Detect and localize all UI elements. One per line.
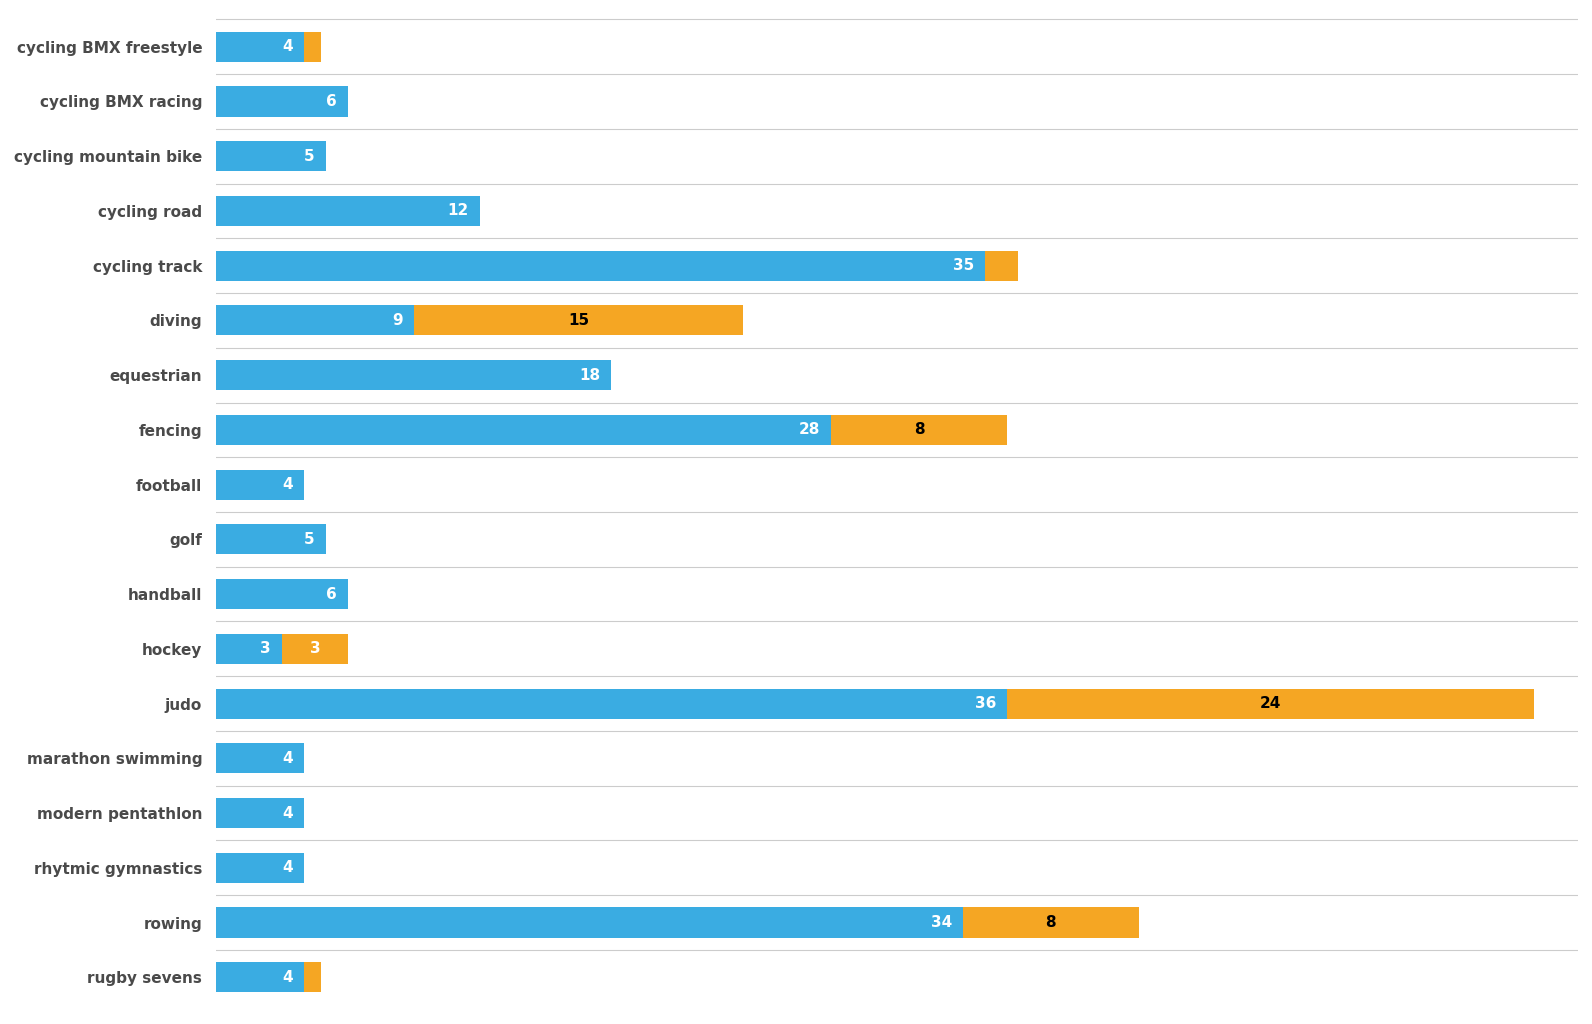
- Text: 36: 36: [974, 696, 997, 711]
- Bar: [217, 634, 282, 664]
- Text: 4: 4: [282, 39, 293, 54]
- Bar: [217, 688, 1006, 719]
- Bar: [217, 524, 326, 554]
- Text: 28: 28: [799, 422, 820, 437]
- Bar: [217, 251, 985, 281]
- Bar: [217, 141, 326, 171]
- Text: 8: 8: [914, 422, 925, 437]
- Text: 3: 3: [309, 641, 320, 656]
- Bar: [304, 32, 322, 61]
- Bar: [217, 305, 414, 336]
- Bar: [217, 853, 304, 883]
- Bar: [304, 963, 322, 992]
- Bar: [217, 86, 347, 117]
- Bar: [217, 907, 963, 938]
- Text: 6: 6: [326, 94, 338, 109]
- Text: 18: 18: [579, 368, 600, 383]
- Bar: [282, 634, 347, 664]
- Bar: [963, 907, 1138, 938]
- Bar: [414, 305, 743, 336]
- Text: 4: 4: [282, 970, 293, 985]
- Bar: [217, 415, 831, 445]
- Bar: [985, 251, 1017, 281]
- Text: 5: 5: [304, 531, 315, 547]
- Text: 5: 5: [304, 148, 315, 164]
- Text: 3: 3: [261, 641, 271, 656]
- Bar: [217, 963, 304, 992]
- Bar: [1006, 688, 1535, 719]
- Text: 35: 35: [952, 258, 974, 273]
- Bar: [217, 798, 304, 828]
- Bar: [217, 32, 304, 61]
- Text: 15: 15: [568, 313, 589, 328]
- Bar: [217, 196, 479, 226]
- Text: 24: 24: [1259, 696, 1282, 711]
- Text: 12: 12: [447, 204, 468, 218]
- Text: 4: 4: [282, 751, 293, 766]
- Bar: [831, 415, 1006, 445]
- Bar: [217, 743, 304, 773]
- Bar: [217, 360, 611, 390]
- Text: 4: 4: [282, 806, 293, 820]
- Bar: [217, 470, 304, 500]
- Text: 4: 4: [282, 477, 293, 493]
- Text: 8: 8: [1046, 915, 1055, 930]
- Text: 6: 6: [326, 587, 338, 602]
- Text: 34: 34: [931, 915, 952, 930]
- Text: 4: 4: [282, 860, 293, 876]
- Text: 9: 9: [392, 313, 403, 328]
- Bar: [217, 579, 347, 609]
